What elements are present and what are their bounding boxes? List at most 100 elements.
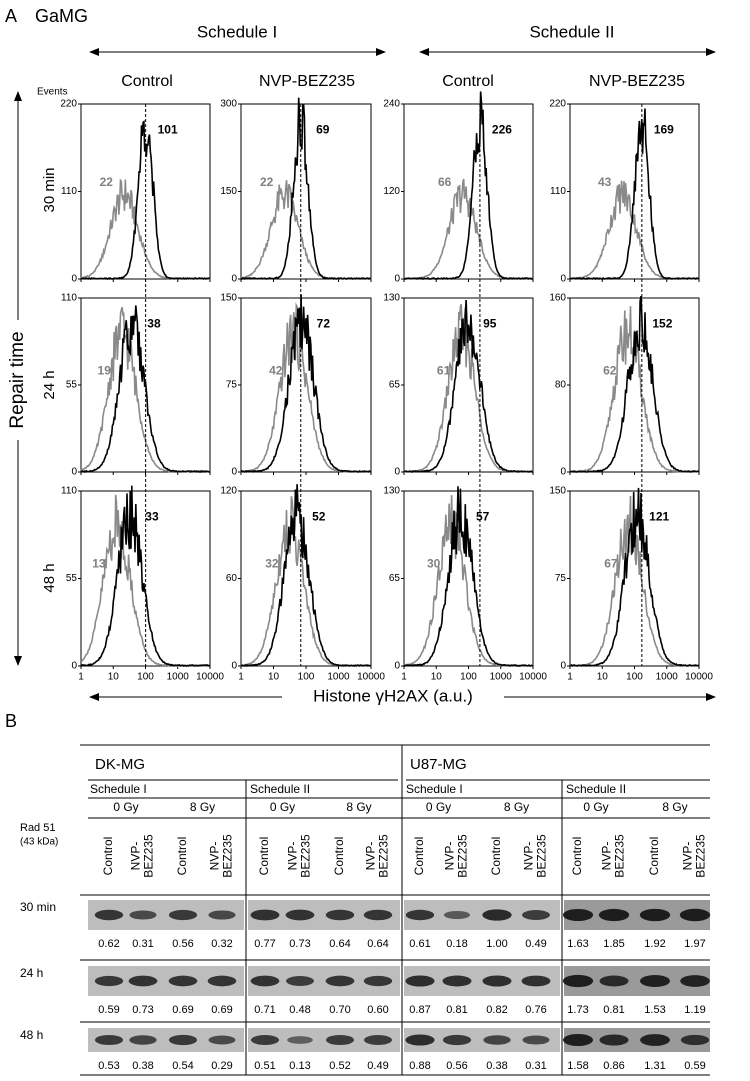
- lane-label: BEZ235: [613, 834, 627, 878]
- band-value: 1.19: [684, 1004, 705, 1016]
- y-tick-label: 0: [231, 274, 237, 285]
- gray-median-label: 22: [260, 175, 274, 189]
- panel-label: A: [5, 6, 17, 26]
- gray-histogram: [570, 306, 700, 473]
- y-tick-label: 0: [231, 467, 237, 478]
- band-value: 1.73: [567, 1004, 588, 1016]
- band-value: 0.81: [603, 1004, 624, 1016]
- y-tick-label: 0: [560, 274, 566, 285]
- band-value: 0.18: [446, 938, 467, 950]
- y-tick-label: 110: [550, 186, 566, 197]
- band-value: 0.88: [409, 1060, 430, 1072]
- band: [325, 975, 355, 987]
- lane-label: Control: [412, 837, 426, 876]
- y-tick-label: 0: [394, 467, 400, 478]
- gray-median-label: 22: [100, 175, 114, 189]
- gray-median-label: 62: [603, 363, 617, 377]
- band: [522, 1035, 550, 1045]
- band-value: 0.31: [525, 1060, 546, 1072]
- band: [363, 975, 393, 987]
- gray-median-label: 42: [269, 363, 283, 377]
- band-value: 0.87: [409, 1004, 430, 1016]
- black-median-label: 52: [312, 509, 326, 523]
- band: [287, 1036, 313, 1044]
- y-tick-label: 110: [61, 186, 77, 197]
- y-tick-label: 75: [555, 573, 567, 584]
- arrow-gap: [282, 686, 504, 708]
- y-tick-label: 220: [549, 99, 566, 110]
- y-tick-label: 75: [226, 380, 238, 391]
- molecular-weight: (43 kDa): [20, 837, 58, 848]
- black-histogram: [569, 487, 700, 667]
- band: [680, 975, 710, 987]
- band: [325, 909, 355, 921]
- band: [128, 975, 158, 987]
- band-value: 1.31: [644, 1060, 665, 1072]
- y-tick-label: 130: [383, 293, 400, 304]
- cell-line: U87-MG: [410, 756, 467, 773]
- lane-label: NVP-: [600, 842, 614, 871]
- x-tick-label: 1: [401, 672, 407, 683]
- band-value: 0.13: [289, 1060, 310, 1072]
- y-tick-label: 160: [549, 293, 566, 304]
- dose: 8 Gy: [662, 800, 687, 814]
- band: [599, 1034, 629, 1046]
- x-tick-label: 10: [431, 672, 443, 683]
- band-value: 1.97: [684, 938, 705, 950]
- band: [208, 1035, 236, 1045]
- x-tick-label: 100: [137, 672, 154, 683]
- band-value: 1.92: [644, 938, 665, 950]
- gray-median-label: 66: [438, 175, 452, 189]
- black-median-label: 121: [649, 509, 669, 523]
- dose: 0 Gy: [113, 800, 138, 814]
- band: [207, 975, 237, 987]
- y-tick-label: 0: [394, 274, 400, 285]
- row-label: 48 h: [20, 1028, 43, 1042]
- band: [562, 1033, 594, 1047]
- x-tick-label: 10: [108, 672, 120, 683]
- lane-label: NVP-: [443, 842, 457, 871]
- band: [639, 974, 671, 988]
- band-value: 0.64: [367, 938, 388, 950]
- band: [250, 975, 280, 987]
- x-tick-label: 1000: [327, 672, 350, 683]
- band-value: 0.62: [98, 938, 119, 950]
- row-title: 24 h: [41, 370, 58, 399]
- band-value: 0.32: [211, 938, 232, 950]
- band: [405, 1034, 435, 1046]
- band-value: 1.63: [567, 938, 588, 950]
- black-median-label: 69: [316, 122, 330, 136]
- lane-label: NVP-: [364, 842, 378, 871]
- band-value: 0.59: [684, 1060, 705, 1072]
- dose: 8 Gy: [504, 800, 529, 814]
- band-value: 0.71: [254, 1004, 275, 1016]
- schedule: Schedule I: [90, 782, 147, 796]
- x-axis-title: Histone γH2AX (a.u.): [313, 686, 473, 705]
- schedule-title: Schedule II: [529, 22, 614, 41]
- column-title: NVP-BEZ235: [259, 73, 355, 90]
- black-median-label: 72: [317, 316, 331, 330]
- band-value: 0.49: [525, 938, 546, 950]
- lane-label: Control: [257, 837, 271, 876]
- band: [442, 975, 472, 987]
- lane-label: Control: [570, 837, 584, 876]
- band-value: 0.56: [172, 938, 193, 950]
- black-histogram: [80, 485, 211, 667]
- row-title: 30 min: [41, 167, 58, 212]
- band-value: 0.86: [603, 1060, 624, 1072]
- band: [443, 910, 471, 920]
- band: [208, 910, 236, 920]
- schedule: Schedule I: [406, 782, 463, 796]
- column-title: Control: [442, 73, 494, 90]
- table-lines: [80, 744, 710, 1076]
- band-value: 0.73: [289, 938, 310, 950]
- band: [168, 1034, 198, 1046]
- y-tick-label: 150: [220, 186, 237, 197]
- dose: 0 Gy: [270, 800, 295, 814]
- band-value: 0.31: [132, 938, 153, 950]
- arrow-gap: [6, 320, 32, 440]
- band: [285, 909, 315, 921]
- gray-median-label: 30: [427, 557, 441, 571]
- lane-label: Control: [647, 837, 661, 876]
- band: [325, 1034, 355, 1046]
